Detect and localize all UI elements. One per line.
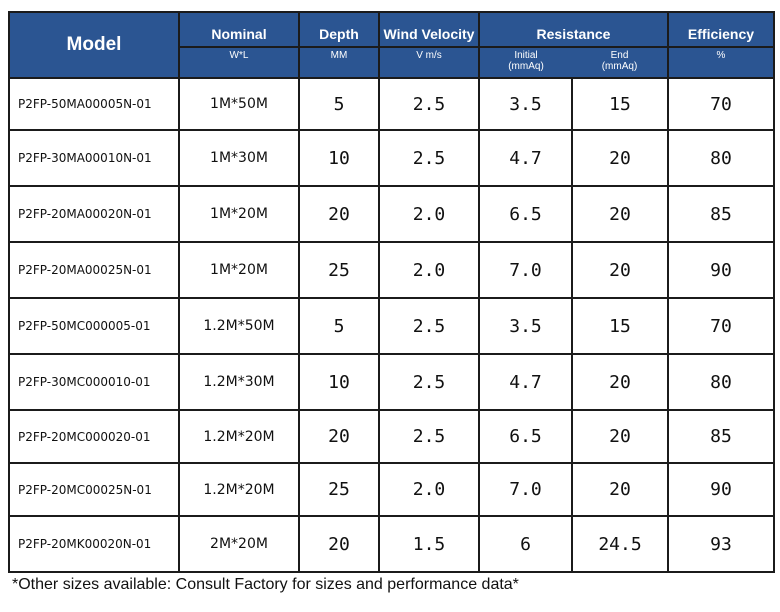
- depth-cell: 5: [298, 297, 380, 355]
- table-row: P2FP-50MA00005N-01 1M*50M 5 2.5 3.5 15 70: [8, 77, 775, 131]
- velocity-cell: 2.5: [378, 129, 480, 187]
- size-cell: 1.2M*20M: [178, 409, 300, 464]
- depth-cell: 25: [298, 462, 380, 517]
- efficiency-cell: 80: [667, 353, 775, 411]
- header-wind-velocity-unit: V m/s: [378, 46, 480, 79]
- header-end: End (mmAq): [572, 46, 669, 79]
- filter-spec-table: Model Nominal Depth Wind Velocity Resist…: [8, 11, 775, 573]
- header-end-label: End: [610, 50, 629, 61]
- header-depth-unit: MM: [298, 46, 380, 79]
- table-row: P2FP-50MC000005-01 1.2M*50M 5 2.5 3.5 15 70: [8, 297, 775, 355]
- size-cell: 1M*20M: [178, 241, 300, 299]
- size-cell: 1.2M*20M: [178, 462, 300, 517]
- header-wind-velocity: Wind Velocity: [378, 11, 480, 48]
- model-cell: P2FP-50MA00005N-01: [8, 77, 180, 131]
- model-cell: P2FP-30MA00010N-01: [8, 129, 180, 187]
- end-resistance-cell: 20: [571, 462, 669, 517]
- velocity-cell: 2.0: [378, 462, 480, 517]
- header-resistance: Resistance: [478, 11, 669, 47]
- table-body: P2FP-50MA00005N-01 1M*50M 5 2.5 3.5 15 70 P2FP-…: [8, 77, 775, 573]
- velocity-cell: 1.5: [378, 515, 480, 573]
- size-cell: 1.2M*30M: [178, 353, 300, 411]
- size-cell: 1M*50M: [178, 77, 300, 131]
- end-resistance-cell: 15: [571, 77, 669, 131]
- initial-resistance-cell: 6.5: [478, 409, 573, 464]
- size-cell: 2M*20M: [178, 515, 300, 573]
- table-row: P2FP-20MA00020N-01 1M*20M 20 2.0 6.5 20 85: [8, 185, 775, 243]
- depth-cell: 5: [298, 77, 380, 131]
- velocity-cell: 2.0: [378, 241, 480, 299]
- header-initial-label: Initial: [514, 50, 538, 61]
- efficiency-cell: 80: [667, 129, 775, 187]
- end-resistance-cell: 20: [571, 241, 669, 299]
- end-resistance-cell: 20: [571, 185, 669, 243]
- efficiency-cell: 85: [667, 409, 775, 464]
- table-row: P2FP-20MC00025N-01 1.2M*20M 25 2.0 7.0 20 90: [8, 462, 775, 517]
- header-efficiency-unit: %: [667, 46, 775, 79]
- table-row: P2FP-20MA00025N-01 1M*20M 25 2.0 7.0 20 90: [8, 241, 775, 299]
- efficiency-cell: 93: [667, 515, 775, 573]
- header-initial: Initial (mmAq): [478, 46, 572, 79]
- efficiency-cell: 70: [667, 77, 775, 131]
- header-initial-unit: (mmAq): [508, 61, 544, 72]
- header-depth: Depth: [298, 11, 380, 48]
- depth-cell: 10: [298, 129, 380, 187]
- model-cell: P2FP-20MC000020-01: [8, 409, 180, 464]
- model-cell: P2FP-20MC00025N-01: [8, 462, 180, 517]
- footnote: *Other sizes available: Consult Factory …: [12, 576, 519, 593]
- size-cell: 1.2M*50M: [178, 297, 300, 355]
- size-cell: 1M*30M: [178, 129, 300, 187]
- initial-resistance-cell: 4.7: [478, 129, 573, 187]
- initial-resistance-cell: 3.5: [478, 77, 573, 131]
- efficiency-cell: 90: [667, 462, 775, 517]
- efficiency-cell: 85: [667, 185, 775, 243]
- initial-resistance-cell: 3.5: [478, 297, 573, 355]
- initial-resistance-cell: 7.0: [478, 241, 573, 299]
- efficiency-cell: 70: [667, 297, 775, 355]
- table-row: P2FP-20MC000020-01 1.2M*20M 20 2.5 6.5 20 85: [8, 409, 775, 464]
- initial-resistance-cell: 7.0: [478, 462, 573, 517]
- model-cell: P2FP-50MC000005-01: [8, 297, 180, 355]
- model-cell: P2FP-30MC000010-01: [8, 353, 180, 411]
- spec-table-container: Model Nominal Depth Wind Velocity Resist…: [8, 11, 775, 573]
- end-resistance-cell: 24.5: [571, 515, 669, 573]
- model-cell: P2FP-20MA00020N-01: [8, 185, 180, 243]
- model-cell: P2FP-20MA00025N-01: [8, 241, 180, 299]
- header-nominal: Nominal: [178, 11, 300, 48]
- efficiency-cell: 90: [667, 241, 775, 299]
- size-cell: 1M*20M: [178, 185, 300, 243]
- header-nominal-unit: W*L: [178, 46, 300, 79]
- velocity-cell: 2.5: [378, 353, 480, 411]
- header-model: Model: [8, 11, 180, 79]
- velocity-cell: 2.5: [378, 409, 480, 464]
- initial-resistance-cell: 6: [478, 515, 573, 573]
- table-row: P2FP-20MK00020N-01 2M*20M 20 1.5 6 24.5 93: [8, 515, 775, 573]
- end-resistance-cell: 20: [571, 409, 669, 464]
- header-end-unit: (mmAq): [601, 61, 638, 72]
- velocity-cell: 2.5: [378, 77, 480, 131]
- initial-resistance-cell: 4.7: [478, 353, 573, 411]
- depth-cell: 20: [298, 409, 380, 464]
- end-resistance-cell: 20: [571, 353, 669, 411]
- depth-cell: 20: [298, 185, 380, 243]
- depth-cell: 20: [298, 515, 380, 573]
- table-row: P2FP-30MC000010-01 1.2M*30M 10 2.5 4.7 20 80: [8, 353, 775, 411]
- model-cell: P2FP-20MK00020N-01: [8, 515, 180, 573]
- end-resistance-cell: 15: [571, 297, 669, 355]
- end-resistance-cell: 20: [571, 129, 669, 187]
- velocity-cell: 2.5: [378, 297, 480, 355]
- depth-cell: 25: [298, 241, 380, 299]
- depth-cell: 10: [298, 353, 380, 411]
- table-header: Model Nominal Depth Wind Velocity Resist…: [8, 11, 775, 79]
- header-efficiency: Efficiency: [667, 11, 775, 48]
- velocity-cell: 2.0: [378, 185, 480, 243]
- initial-resistance-cell: 6.5: [478, 185, 573, 243]
- table-row: P2FP-30MA00010N-01 1M*30M 10 2.5 4.7 20 80: [8, 129, 775, 187]
